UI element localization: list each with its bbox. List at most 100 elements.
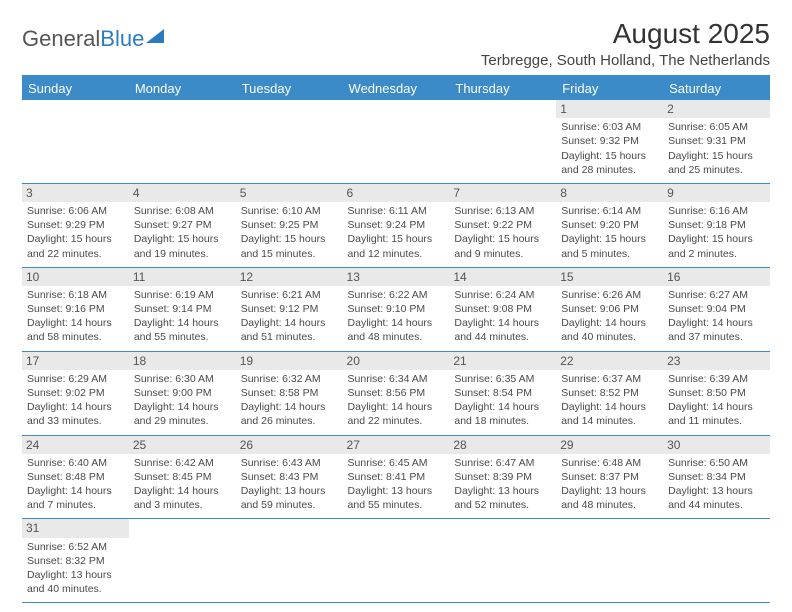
calendar-week-row: 24Sunrise: 6:40 AMSunset: 8:48 PMDayligh… <box>22 435 770 519</box>
day-detail: and 22 minutes. <box>27 247 124 261</box>
calendar-empty-cell <box>556 519 663 603</box>
day-detail: and 59 minutes. <box>241 498 338 512</box>
weekday-header: Wednesday <box>343 76 450 100</box>
day-number: 30 <box>663 436 770 454</box>
day-detail: Sunset: 8:39 PM <box>454 470 551 484</box>
day-detail: Sunset: 8:58 PM <box>241 386 338 400</box>
day-detail: Daylight: 14 hours <box>561 400 658 414</box>
day-detail: and 44 minutes. <box>668 498 765 512</box>
calendar-day-cell: 25Sunrise: 6:42 AMSunset: 8:45 PMDayligh… <box>129 435 236 519</box>
day-detail: Daylight: 13 hours <box>241 484 338 498</box>
day-detail: Sunrise: 6:47 AM <box>454 456 551 470</box>
calendar-day-cell: 31Sunrise: 6:52 AMSunset: 8:32 PMDayligh… <box>22 519 129 603</box>
day-detail: Sunrise: 6:42 AM <box>134 456 231 470</box>
day-detail: Sunset: 8:52 PM <box>561 386 658 400</box>
day-detail: Sunset: 8:50 PM <box>668 386 765 400</box>
calendar-day-cell: 24Sunrise: 6:40 AMSunset: 8:48 PMDayligh… <box>22 435 129 519</box>
calendar-day-cell: 7Sunrise: 6:13 AMSunset: 9:22 PMDaylight… <box>449 183 556 267</box>
calendar-week-row: 17Sunrise: 6:29 AMSunset: 9:02 PMDayligh… <box>22 351 770 435</box>
day-detail: Daylight: 14 hours <box>454 316 551 330</box>
day-detail: Sunrise: 6:24 AM <box>454 288 551 302</box>
logo: GeneralBlue <box>22 18 164 52</box>
calendar-day-cell: 9Sunrise: 6:16 AMSunset: 9:18 PMDaylight… <box>663 183 770 267</box>
calendar-day-cell: 21Sunrise: 6:35 AMSunset: 8:54 PMDayligh… <box>449 351 556 435</box>
day-detail: and 40 minutes. <box>561 330 658 344</box>
day-detail: and 11 minutes. <box>668 414 765 428</box>
calendar-week-row: 3Sunrise: 6:06 AMSunset: 9:29 PMDaylight… <box>22 183 770 267</box>
calendar-table: SundayMondayTuesdayWednesdayThursdayFrid… <box>22 75 770 603</box>
day-number: 22 <box>556 352 663 370</box>
calendar-empty-cell <box>449 100 556 183</box>
weekday-header: Sunday <box>22 76 129 100</box>
day-detail: Sunrise: 6:10 AM <box>241 204 338 218</box>
calendar-header-row: SundayMondayTuesdayWednesdayThursdayFrid… <box>22 76 770 100</box>
day-detail: and 18 minutes. <box>454 414 551 428</box>
day-detail: Daylight: 15 hours <box>348 232 445 246</box>
day-detail: Sunset: 9:25 PM <box>241 218 338 232</box>
day-number: 29 <box>556 436 663 454</box>
day-number: 2 <box>663 100 770 118</box>
day-detail: Sunrise: 6:14 AM <box>561 204 658 218</box>
day-detail: and 19 minutes. <box>134 247 231 261</box>
day-detail: Daylight: 13 hours <box>454 484 551 498</box>
day-detail: Daylight: 15 hours <box>241 232 338 246</box>
day-number: 19 <box>236 352 343 370</box>
weekday-header: Saturday <box>663 76 770 100</box>
day-detail: Daylight: 14 hours <box>134 316 231 330</box>
weekday-header: Monday <box>129 76 236 100</box>
calendar-day-cell: 12Sunrise: 6:21 AMSunset: 9:12 PMDayligh… <box>236 267 343 351</box>
day-number: 13 <box>343 268 450 286</box>
day-detail: Sunset: 8:48 PM <box>27 470 124 484</box>
calendar-day-cell: 29Sunrise: 6:48 AMSunset: 8:37 PMDayligh… <box>556 435 663 519</box>
day-detail: Sunrise: 6:21 AM <box>241 288 338 302</box>
day-detail: Daylight: 14 hours <box>348 400 445 414</box>
calendar-empty-cell <box>236 519 343 603</box>
day-detail: and 5 minutes. <box>561 247 658 261</box>
day-detail: and 48 minutes. <box>561 498 658 512</box>
day-detail: Daylight: 14 hours <box>27 316 124 330</box>
day-number: 25 <box>129 436 236 454</box>
day-detail: and 25 minutes. <box>668 163 765 177</box>
day-number: 1 <box>556 100 663 118</box>
day-detail: and 26 minutes. <box>241 414 338 428</box>
day-number: 14 <box>449 268 556 286</box>
day-detail: Sunset: 8:45 PM <box>134 470 231 484</box>
day-detail: Sunrise: 6:32 AM <box>241 372 338 386</box>
logo-text-blue: Blue <box>100 26 144 52</box>
day-detail: Sunset: 9:00 PM <box>134 386 231 400</box>
day-detail: and 40 minutes. <box>27 582 124 596</box>
day-detail: Sunset: 9:20 PM <box>561 218 658 232</box>
day-detail: Sunrise: 6:35 AM <box>454 372 551 386</box>
day-number: 4 <box>129 184 236 202</box>
calendar-day-cell: 15Sunrise: 6:26 AMSunset: 9:06 PMDayligh… <box>556 267 663 351</box>
day-detail: Sunset: 9:24 PM <box>348 218 445 232</box>
day-detail: Sunrise: 6:52 AM <box>27 540 124 554</box>
day-detail: and 14 minutes. <box>561 414 658 428</box>
calendar-day-cell: 6Sunrise: 6:11 AMSunset: 9:24 PMDaylight… <box>343 183 450 267</box>
day-detail: Daylight: 15 hours <box>668 232 765 246</box>
day-detail: Sunrise: 6:06 AM <box>27 204 124 218</box>
day-detail: and 44 minutes. <box>454 330 551 344</box>
page-header: GeneralBlue August 2025 Terbregge, South… <box>22 18 770 69</box>
day-number: 24 <box>22 436 129 454</box>
day-detail: Sunrise: 6:05 AM <box>668 120 765 134</box>
day-detail: and 15 minutes. <box>241 247 338 261</box>
calendar-empty-cell <box>449 519 556 603</box>
day-detail: Sunset: 9:14 PM <box>134 302 231 316</box>
calendar-day-cell: 5Sunrise: 6:10 AMSunset: 9:25 PMDaylight… <box>236 183 343 267</box>
day-detail: Daylight: 14 hours <box>241 400 338 414</box>
day-detail: Sunrise: 6:18 AM <box>27 288 124 302</box>
day-detail: and 2 minutes. <box>668 247 765 261</box>
day-detail: Daylight: 13 hours <box>561 484 658 498</box>
day-number: 10 <box>22 268 129 286</box>
calendar-day-cell: 23Sunrise: 6:39 AMSunset: 8:50 PMDayligh… <box>663 351 770 435</box>
calendar-day-cell: 10Sunrise: 6:18 AMSunset: 9:16 PMDayligh… <box>22 267 129 351</box>
weekday-header: Thursday <box>449 76 556 100</box>
day-detail: Sunset: 8:34 PM <box>668 470 765 484</box>
calendar-day-cell: 26Sunrise: 6:43 AMSunset: 8:43 PMDayligh… <box>236 435 343 519</box>
day-detail: Sunrise: 6:37 AM <box>561 372 658 386</box>
day-detail: Sunrise: 6:22 AM <box>348 288 445 302</box>
day-detail: Daylight: 14 hours <box>348 316 445 330</box>
day-number: 11 <box>129 268 236 286</box>
day-number: 20 <box>343 352 450 370</box>
